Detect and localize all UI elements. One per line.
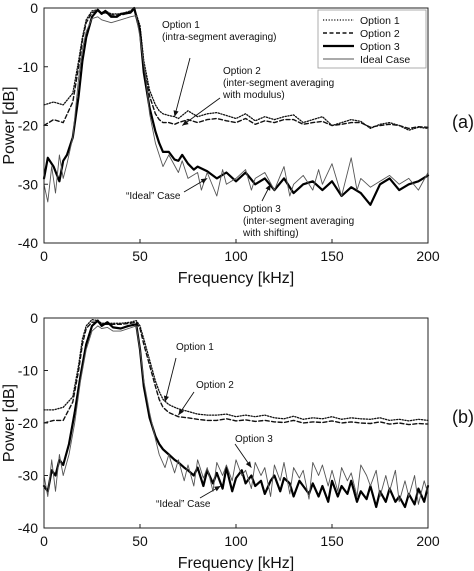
annotation-arrow: [164, 357, 177, 403]
x-tick-label: 100: [224, 248, 248, 264]
panel-label: (b): [452, 407, 474, 427]
chart-panel-a: 0 50 100 150 200 0 -10 -20 -30 -40 Frequency [kHz]…: [1, 0, 474, 287]
y-axis-label: Power [dB]: [1, 384, 18, 462]
annotation-text: (inter-segment averaging: [223, 78, 334, 89]
x-tick-label: 150: [320, 533, 344, 549]
annotation: “Ideal” Case: [156, 485, 221, 510]
series-line-option-1: [43, 318, 429, 422]
x-axis-label: Frequency [kHz]: [178, 270, 294, 287]
annotation-text: (intra-segment averaging): [162, 32, 277, 43]
annotation-text: (inter-segment averaging: [243, 216, 354, 227]
legend-entry-label: Ideal Case: [360, 54, 410, 66]
arrow-head-icon: [265, 184, 271, 191]
y-tick-label: -20: [18, 118, 38, 134]
y-tick-label: -40: [18, 520, 38, 536]
series-line-ideal-case: [43, 15, 429, 203]
arrow-head-icon: [173, 110, 179, 117]
arrow-head-icon: [245, 461, 252, 468]
x-tick-label: 50: [132, 533, 148, 549]
x-tick-label: 200: [416, 533, 440, 549]
legend-box: [317, 9, 427, 69]
y-tick-label: -10: [18, 59, 38, 75]
annotation-text: Option 2: [196, 380, 234, 391]
y-tick-label: 0: [30, 310, 38, 326]
y-tick-label: -40: [18, 235, 38, 251]
arrow-head-icon: [214, 486, 221, 492]
arrow-head-icon: [200, 178, 208, 184]
annotation: Option 2: [178, 380, 234, 416]
y-tick-label: -30: [18, 468, 38, 484]
arrow-head-icon: [163, 395, 169, 402]
annotation-text: “Ideal” Case: [156, 499, 211, 510]
legend-entry-label: Option 2: [360, 28, 400, 40]
panel-label: (a): [452, 112, 474, 132]
legend-entry-label: Option 1: [360, 15, 400, 27]
annotation-text: with shifting): [242, 228, 299, 239]
annotation-text: “Ideal” Case: [126, 191, 181, 202]
x-tick-label: 50: [132, 248, 148, 264]
annotation-arrow: [181, 97, 221, 126]
legend-entry-label: Option 3: [360, 41, 400, 53]
series-line-ideal-case: [43, 325, 429, 505]
y-axis-label: Power [dB]: [1, 86, 18, 164]
x-axis-label: Frequency [kHz]: [178, 555, 294, 571]
y-tick-label: 0: [30, 0, 38, 16]
series-line-option-3: [42, 319, 430, 509]
chart-panel-b: 0 50 100 150 200 0 -10 -20 -30 -40 Frequency [kHz]…: [1, 310, 474, 571]
x-tick-label: 100: [224, 533, 248, 549]
x-tick-label: 0: [40, 533, 48, 549]
x-tick-label: 200: [416, 248, 440, 264]
arrow-head-icon: [178, 408, 184, 416]
x-tick-label: 0: [40, 248, 48, 264]
y-tick-label: -20: [18, 415, 38, 431]
annotation-text: Option 1: [162, 20, 200, 31]
x-tick-label: 150: [320, 248, 344, 264]
annotation: Option 1: [163, 342, 214, 403]
y-tick-label: -30: [18, 176, 38, 192]
series-line-option-3: [42, 6, 430, 206]
annotation-text: Option 3: [243, 204, 281, 215]
arrow-head-icon: [182, 119, 189, 126]
y-tick-label: -10: [18, 363, 38, 379]
annotation-arrow: [174, 57, 191, 117]
annotation: “Ideal” Case: [126, 177, 208, 202]
annotation-text: Option 1: [176, 342, 214, 353]
annotation: Option 1(intra-segment averaging): [162, 20, 277, 117]
series-line-option-2: [43, 321, 429, 426]
annotation-text: Option 3: [235, 434, 273, 445]
annotation-text: Option 2: [223, 66, 261, 77]
annotation-text: with modulus): [222, 90, 285, 101]
annotation: Option 3: [234, 434, 273, 468]
